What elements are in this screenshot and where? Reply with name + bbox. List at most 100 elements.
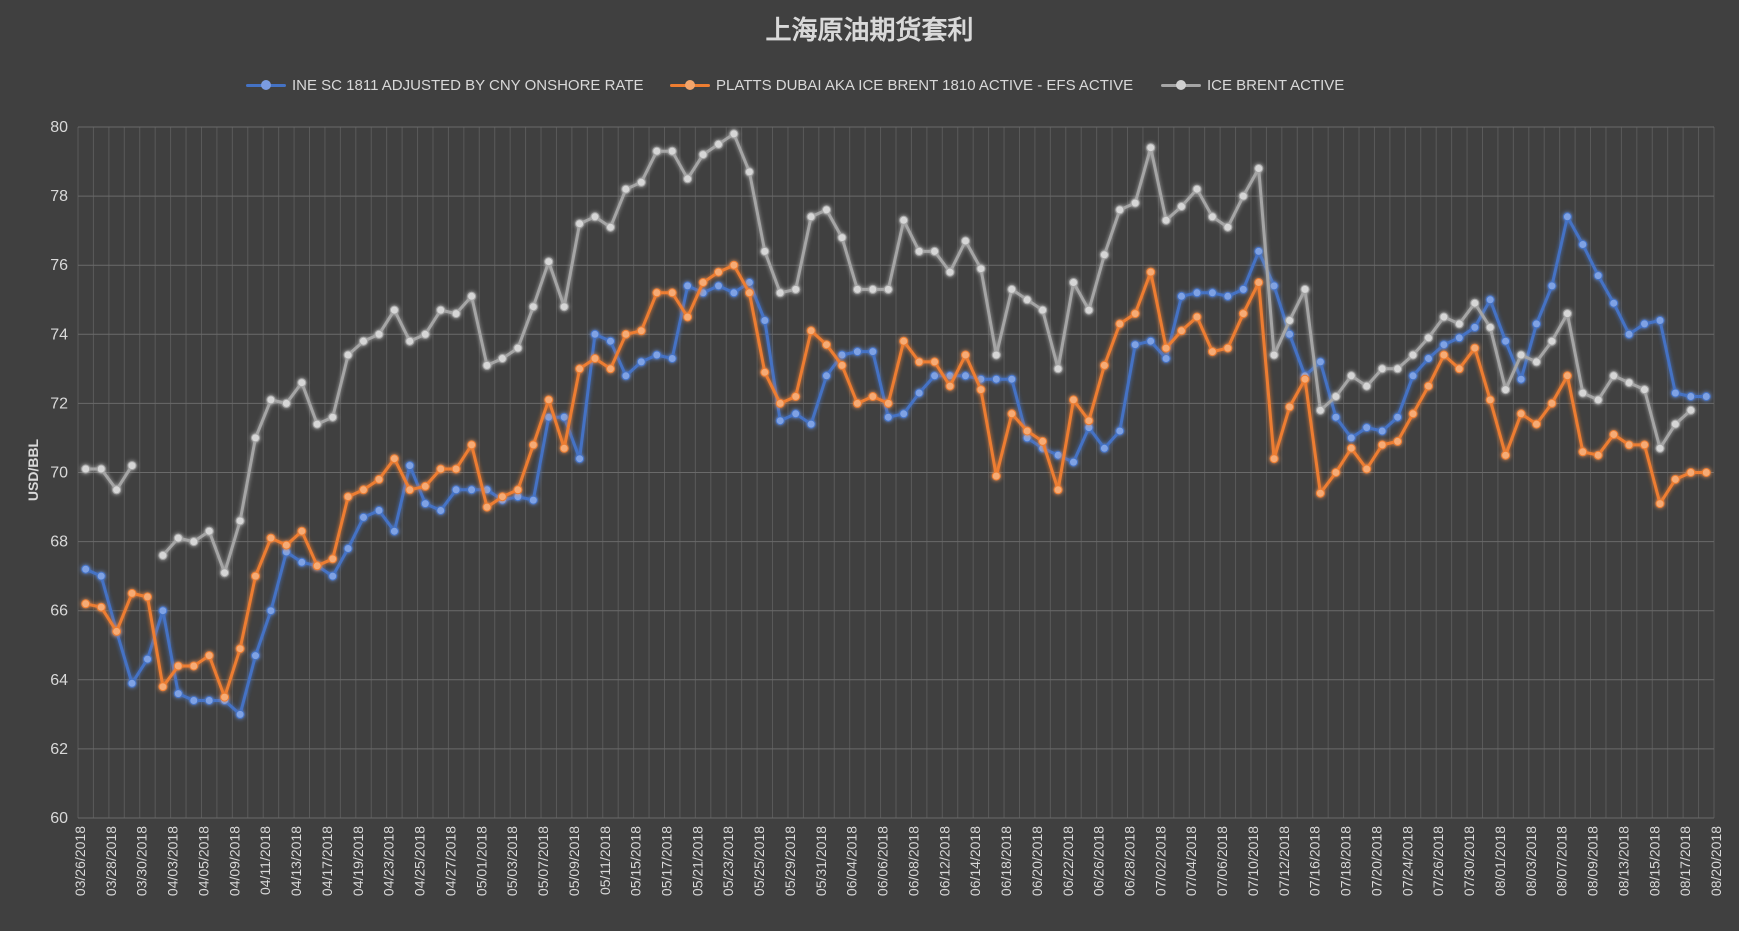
data-point[interactable] <box>714 139 723 149</box>
data-point[interactable] <box>297 526 307 536</box>
data-point[interactable] <box>544 257 554 267</box>
data-point[interactable] <box>729 260 739 270</box>
data-point[interactable] <box>1007 374 1017 384</box>
data-point[interactable] <box>158 682 168 692</box>
data-point[interactable] <box>1593 450 1603 460</box>
data-point[interactable] <box>81 564 91 574</box>
data-point[interactable] <box>930 246 940 256</box>
data-point[interactable] <box>1269 350 1279 360</box>
data-point[interactable] <box>497 354 507 363</box>
data-point[interactable] <box>528 440 538 450</box>
data-point[interactable] <box>328 412 338 422</box>
data-point[interactable] <box>436 506 446 515</box>
data-point[interactable] <box>1146 336 1156 346</box>
data-point[interactable] <box>744 278 754 287</box>
data-point[interactable] <box>1454 319 1464 329</box>
data-point[interactable] <box>1377 440 1387 450</box>
data-point[interactable] <box>1701 392 1711 401</box>
data-point[interactable] <box>791 284 801 294</box>
data-point[interactable] <box>173 533 183 543</box>
data-point[interactable] <box>1547 398 1557 408</box>
data-point[interactable] <box>1516 350 1526 360</box>
data-point[interactable] <box>652 146 662 156</box>
data-point[interactable] <box>189 661 199 671</box>
data-point[interactable] <box>775 288 785 298</box>
data-point[interactable] <box>1192 184 1202 194</box>
data-point[interactable] <box>389 454 399 464</box>
data-point[interactable] <box>636 357 646 367</box>
data-point[interactable] <box>575 364 585 374</box>
data-point[interactable] <box>1099 443 1109 453</box>
data-point[interactable] <box>343 544 353 553</box>
data-point[interactable] <box>127 588 137 598</box>
data-point[interactable] <box>1022 426 1032 436</box>
data-point[interactable] <box>359 512 368 522</box>
data-point[interactable] <box>667 288 677 298</box>
data-point[interactable] <box>405 461 415 471</box>
data-point[interactable] <box>636 177 646 187</box>
data-point[interactable] <box>1593 395 1603 405</box>
data-point[interactable] <box>1532 319 1541 329</box>
data-point[interactable] <box>1485 322 1495 332</box>
data-point[interactable] <box>760 367 770 377</box>
data-point[interactable] <box>1315 357 1325 367</box>
data-point[interactable] <box>359 336 368 346</box>
data-point[interactable] <box>1609 371 1619 381</box>
data-point[interactable] <box>1084 416 1094 426</box>
data-point[interactable] <box>837 360 847 370</box>
data-point[interactable] <box>883 398 893 408</box>
data-point[interactable] <box>220 568 230 578</box>
data-point[interactable] <box>235 709 245 719</box>
data-point[interactable] <box>1099 360 1109 370</box>
data-point[interactable] <box>852 284 862 294</box>
data-point[interactable] <box>1238 309 1248 319</box>
data-point[interactable] <box>1084 305 1094 315</box>
data-point[interactable] <box>96 602 106 612</box>
data-point[interactable] <box>513 485 523 495</box>
data-point[interactable] <box>1069 278 1078 287</box>
data-point[interactable] <box>883 412 893 422</box>
data-point[interactable] <box>1223 291 1233 301</box>
data-point[interactable] <box>1624 329 1634 339</box>
data-point[interactable] <box>374 474 384 484</box>
data-point[interactable] <box>775 416 785 426</box>
data-point[interactable] <box>1670 474 1680 484</box>
data-point[interactable] <box>251 651 260 661</box>
data-point[interactable] <box>1115 426 1125 436</box>
data-point[interactable] <box>667 354 677 363</box>
data-point[interactable] <box>1393 412 1403 422</box>
data-point[interactable] <box>1424 354 1433 363</box>
data-point[interactable] <box>1655 316 1665 325</box>
data-point[interactable] <box>806 212 816 222</box>
data-point[interactable] <box>1130 340 1140 350</box>
data-point[interactable] <box>389 526 399 536</box>
data-point[interactable] <box>868 392 878 401</box>
data-point[interactable] <box>158 550 168 560</box>
data-point[interactable] <box>266 533 276 543</box>
data-point[interactable] <box>312 561 322 571</box>
data-point[interactable] <box>1177 326 1186 336</box>
data-point[interactable] <box>1254 278 1264 287</box>
data-point[interactable] <box>1300 284 1310 294</box>
data-point[interactable] <box>1640 319 1649 329</box>
data-point[interactable] <box>1393 436 1403 446</box>
data-point[interactable] <box>1254 164 1264 173</box>
data-point[interactable] <box>1501 385 1511 395</box>
data-point[interactable] <box>1562 212 1572 222</box>
data-point[interactable] <box>760 246 770 256</box>
data-point[interactable] <box>1578 388 1588 398</box>
data-point[interactable] <box>575 454 585 464</box>
data-point[interactable] <box>914 246 924 256</box>
data-point[interactable] <box>1146 143 1156 153</box>
data-point[interactable] <box>760 316 770 325</box>
data-point[interactable] <box>1516 374 1526 384</box>
data-point[interactable] <box>714 267 723 277</box>
data-point[interactable] <box>1346 371 1356 381</box>
data-point[interactable] <box>899 409 909 419</box>
data-point[interactable] <box>1161 354 1171 363</box>
data-point[interactable] <box>1300 374 1310 384</box>
data-point[interactable] <box>436 464 446 474</box>
data-point[interactable] <box>1454 333 1464 343</box>
data-point[interactable] <box>266 606 276 616</box>
data-point[interactable] <box>899 215 909 225</box>
